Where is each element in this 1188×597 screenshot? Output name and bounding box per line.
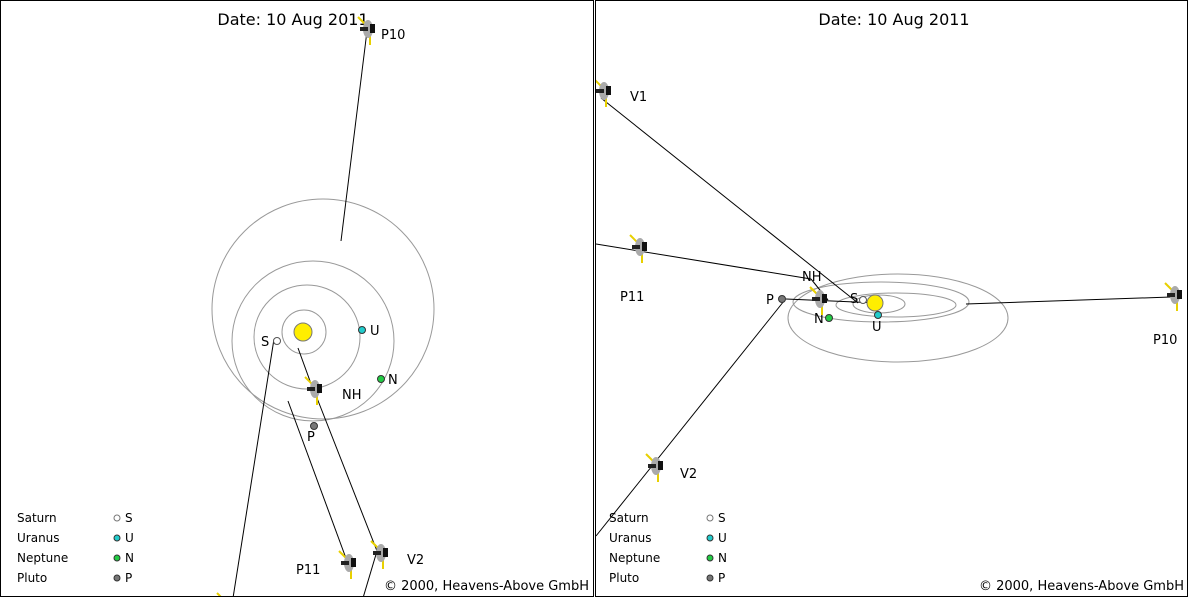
left-bottom-probe-icon: [216, 592, 235, 596]
right-orbit-uranus: [835, 292, 957, 318]
left-new-horizons-icon: [304, 376, 323, 406]
right-legend-saturn-name: Saturn: [609, 511, 649, 525]
right-uranus-label: U: [872, 320, 882, 335]
right-neptune-marker: [825, 314, 833, 322]
right-legend: Saturn S Uranus U Neptune N Pluto P: [609, 511, 727, 585]
left-path-pioneer11: [287, 400, 348, 562]
left-orbit-saturn: [281, 309, 327, 355]
left-path-voyager2-tail: [363, 550, 378, 596]
left-legend-uranus-symbol: U: [125, 531, 134, 545]
right-legend-uranus-symbol: U: [718, 531, 727, 545]
left-neptune-marker: [377, 375, 385, 383]
right-uranus-marker: [874, 311, 882, 319]
left-legend-saturn-symbol: S: [125, 511, 133, 525]
right-new-horizons-icon: [809, 286, 828, 316]
left-sun-icon: [293, 322, 313, 342]
left-voyager2-icon: [370, 540, 389, 570]
right-nh-label: NH: [802, 270, 822, 285]
left-path-saturn-probe: [232, 338, 275, 596]
right-path-voyager1: [600, 97, 859, 304]
left-pluto-label: P: [307, 430, 315, 445]
right-saturn-marker: [859, 296, 867, 304]
left-pioneer11-label: P11: [296, 563, 320, 578]
left-saturn-label: S: [261, 335, 269, 350]
left-legend-neptune-name: Neptune: [17, 551, 68, 565]
left-saturn-marker: [273, 337, 281, 345]
left-pioneer11-icon: [338, 550, 357, 580]
right-orbit-neptune: [792, 281, 970, 323]
right-legend-pluto-symbol: P: [718, 571, 725, 585]
right-sun-icon: [866, 294, 884, 312]
left-legend-saturn-dot: [113, 514, 121, 522]
right-orbit-diagram: Date: 10 Aug 2011 S U N P V1 P11 NH P10 …: [596, 10, 1184, 594]
left-legend: Saturn S Uranus U Neptune N Pluto P: [17, 511, 134, 585]
left-legend-uranus-dot: [113, 534, 121, 542]
right-voyager1-label: V1: [630, 90, 647, 105]
left-copyright: © 2000, Heavens-Above GmbH: [384, 579, 589, 594]
left-legend-saturn-name: Saturn: [17, 511, 57, 525]
left-orbit-diagram: Date: 10 Aug 2011 S U N P P10 NH P11 V2 …: [17, 10, 589, 596]
right-legend-saturn-dot: [706, 514, 714, 522]
right-pluto-label: P: [766, 293, 774, 308]
left-uranus-marker: [358, 326, 366, 334]
right-pluto-marker: [778, 295, 786, 303]
right-path-pioneer11: [596, 243, 812, 280]
right-view-panel: Date: 10 Aug 2011 S U N P V1 P11 NH P10 …: [595, 0, 1188, 597]
right-path-voyager2: [596, 300, 785, 537]
left-voyager2-label: V2: [407, 553, 424, 568]
right-saturn-label: S: [850, 292, 858, 307]
left-legend-pluto-symbol: P: [125, 571, 132, 585]
right-legend-uranus-dot: [706, 534, 714, 542]
left-view-panel: Date: 10 Aug 2011 S U N P P10 NH P11 V2 …: [0, 0, 594, 597]
left-pluto-marker: [310, 422, 318, 430]
right-legend-neptune-name: Neptune: [609, 551, 660, 565]
left-legend-pluto-name: Pluto: [17, 571, 47, 585]
left-legend-uranus-name: Uranus: [17, 531, 60, 545]
right-legend-neptune-dot: [706, 554, 714, 562]
left-legend-pluto-dot: [113, 574, 121, 582]
left-date-label: Date: 10 Aug 2011: [217, 10, 368, 29]
right-pioneer10-label: P10: [1153, 333, 1177, 348]
right-voyager2-label: V2: [680, 467, 697, 482]
right-path-pioneer10: [965, 296, 1172, 305]
left-nh-label: NH: [342, 388, 362, 403]
right-voyager1-icon: [596, 78, 612, 108]
left-pioneer10-label: P10: [381, 28, 405, 43]
left-path-voyager2: [314, 392, 378, 552]
left-path-pioneer10: [340, 30, 368, 242]
left-orbit-pluto: [211, 198, 435, 420]
right-pioneer10-icon: [1164, 282, 1183, 312]
right-date-label: Date: 10 Aug 2011: [818, 10, 969, 29]
right-voyager2-icon: [645, 453, 664, 483]
left-orbit-neptune: [231, 260, 395, 422]
right-legend-neptune-symbol: N: [718, 551, 727, 565]
right-neptune-label: N: [814, 312, 824, 327]
left-legend-neptune-symbol: N: [125, 551, 134, 565]
right-pioneer11-label: P11: [620, 290, 644, 305]
left-legend-neptune-dot: [113, 554, 121, 562]
left-neptune-label: N: [388, 373, 398, 388]
left-uranus-label: U: [370, 324, 380, 339]
right-pioneer11-icon: [629, 234, 648, 264]
right-legend-saturn-symbol: S: [718, 511, 726, 525]
right-legend-pluto-dot: [706, 574, 714, 582]
right-legend-uranus-name: Uranus: [609, 531, 652, 545]
right-copyright: © 2000, Heavens-Above GmbH: [979, 579, 1184, 594]
right-orbit-pluto: [787, 273, 1009, 363]
right-legend-pluto-name: Pluto: [609, 571, 639, 585]
